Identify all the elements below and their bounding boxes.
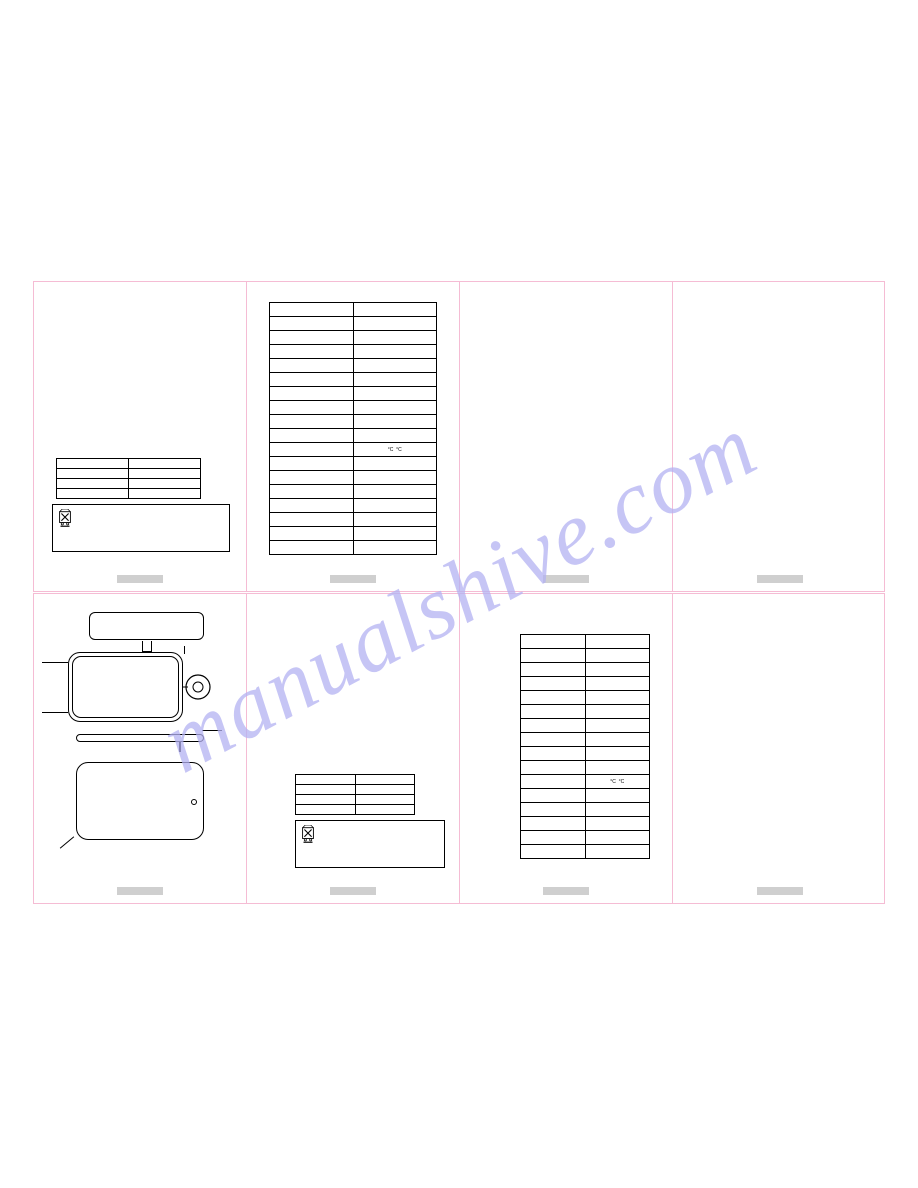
- device-back-view: [76, 762, 204, 840]
- leader-line: [202, 730, 222, 731]
- device-front-view: [68, 652, 183, 722]
- leader-line: [42, 662, 68, 663]
- weee-disposal-box: [52, 504, 230, 552]
- small-spec-table: [56, 458, 201, 499]
- device-top-view: [89, 612, 204, 640]
- page-number-bar: [117, 887, 163, 895]
- page-number-bar: [330, 887, 376, 895]
- device-camera-icon: [191, 799, 197, 805]
- large-spec-table-wrap: °C °C: [269, 302, 437, 555]
- page-number-bar: [757, 575, 803, 583]
- temp-cell: °C °C: [353, 443, 437, 457]
- page-number-bar: [543, 575, 589, 583]
- sheet-top: °C °C: [33, 281, 885, 592]
- small-spec-table-wrap: [56, 458, 201, 499]
- top-cell-4: [673, 282, 886, 591]
- bottom-cell-2: [247, 594, 460, 903]
- bottom-cell-3: °C °C: [460, 594, 673, 903]
- sheet-bottom: °C °C: [33, 593, 885, 904]
- device-side-stem: [179, 742, 181, 752]
- large-spec-table: °C °C: [269, 302, 437, 555]
- weee-bin-icon: [300, 825, 316, 843]
- small-spec-table-wrap: [295, 774, 415, 815]
- leader-line: [60, 836, 74, 848]
- top-cell-1: [34, 282, 247, 591]
- page-number-bar: [117, 575, 163, 583]
- device-stand-side: [183, 672, 213, 702]
- bottom-cell-4: [673, 594, 886, 903]
- page-number-bar: [543, 887, 589, 895]
- top-cell-3: [460, 282, 673, 591]
- top-cell-2: °C °C: [247, 282, 460, 591]
- device-screen: [72, 656, 179, 718]
- leader-line: [42, 712, 68, 713]
- bottom-cell-1: [34, 594, 247, 903]
- small-spec-table: [295, 774, 415, 815]
- weee-disposal-box: [295, 820, 445, 868]
- page-number-bar: [330, 575, 376, 583]
- mid-spec-table-wrap: °C °C: [520, 634, 650, 859]
- mid-spec-table: °C °C: [520, 634, 650, 859]
- leader-line: [184, 646, 185, 654]
- temp-cell: °C °C: [585, 775, 650, 789]
- device-side-view: [76, 734, 204, 742]
- weee-bin-icon: [57, 509, 73, 527]
- page-number-bar: [757, 887, 803, 895]
